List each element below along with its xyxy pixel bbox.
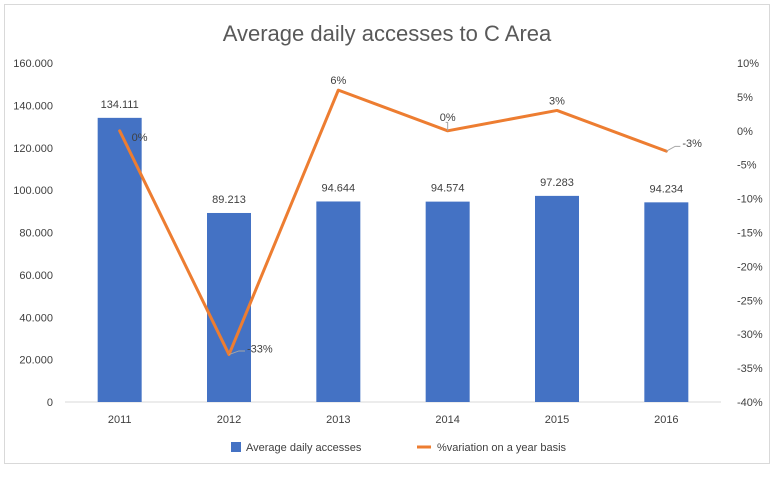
bar: [97, 117, 142, 402]
x-tick-label: 2016: [654, 414, 678, 426]
right-tick-label: -10%: [737, 194, 763, 206]
bar: [535, 195, 579, 402]
line-label-leader: [228, 350, 245, 356]
left-axis: 0 20.000 40.000 60.000 80.000 100.000 120.000 1…: [13, 58, 53, 409]
line-label-leader: [666, 145, 681, 152]
x-tick-label: 2015: [545, 414, 569, 426]
bar-data-label: 97.283: [540, 177, 574, 189]
left-tick-label: 20.000: [19, 355, 53, 367]
line-label-leader: [445, 121, 449, 131]
x-tick-label: 2012: [217, 414, 241, 426]
right-tick-label: -20%: [737, 261, 763, 273]
right-tick-label: -35%: [737, 363, 763, 375]
right-tick-label: -15%: [737, 228, 763, 240]
line-data-label: -3%: [682, 138, 702, 150]
x-axis-ticks: 2011 2012 2013 2014 2015 2016: [108, 414, 679, 426]
legend-bar-label: Average daily accesses: [246, 442, 362, 454]
left-tick-label: 0: [47, 397, 53, 409]
right-tick-label: 5%: [737, 92, 753, 104]
bar-data-label: 94.234: [650, 183, 684, 195]
left-tick-label: 140.000: [13, 100, 53, 112]
right-tick-label: -25%: [737, 295, 763, 307]
bar: [316, 201, 361, 402]
legend: Average daily accesses %variation on a ye…: [231, 442, 567, 454]
line-data-label: 0%: [132, 132, 148, 144]
left-tick-label: 60.000: [19, 270, 53, 282]
left-tick-label: 40.000: [19, 312, 53, 324]
right-tick-label: -5%: [737, 160, 757, 172]
x-tick-label: 2013: [326, 414, 350, 426]
line-data-label: 0%: [440, 112, 456, 124]
bar-data-label: 89.213: [212, 194, 246, 206]
bar-series: 134.111 89.213 94.644 94.574 97.283 94.234: [97, 99, 689, 402]
variation-line: [118, 88, 668, 357]
right-tick-label: 0%: [737, 126, 753, 138]
left-tick-label: 100.000: [13, 185, 53, 197]
x-tick-label: 2011: [108, 414, 132, 426]
combo-chart: Average daily accesses to C Area 0 20.000…: [13, 21, 763, 454]
bar-data-label: 94.574: [431, 183, 465, 195]
legend-bar-swatch: [231, 442, 241, 452]
left-tick-label: 160.000: [13, 58, 53, 70]
right-tick-label: -40%: [737, 397, 763, 409]
bar-data-label: 94.644: [322, 182, 356, 194]
right-axis: 10% 5% 0% -5% -10% -15% -20% -25% -30% -35% -40%: [737, 58, 763, 409]
line-data-label: 6%: [330, 75, 346, 87]
line-data-label: 3%: [549, 95, 565, 107]
x-tick-label: 2014: [435, 414, 459, 426]
line-series: 0% -33% 6% 0% 3% -3%: [118, 75, 702, 357]
bar: [425, 201, 470, 402]
line-data-label: -33%: [247, 344, 273, 356]
legend-line-label: %variation on a year basis: [437, 442, 567, 454]
right-tick-label: 10%: [737, 58, 759, 70]
chart-title: Average daily accesses to C Area: [223, 21, 552, 46]
bar: [644, 202, 689, 402]
left-tick-label: 120.000: [13, 143, 53, 155]
left-tick-label: 80.000: [19, 228, 53, 240]
bar-data-label: 134.111: [101, 99, 139, 111]
right-tick-label: -30%: [737, 329, 763, 341]
bar: [207, 212, 251, 402]
chart-frame: Average daily accesses to C Area 0 20.000…: [4, 4, 770, 464]
